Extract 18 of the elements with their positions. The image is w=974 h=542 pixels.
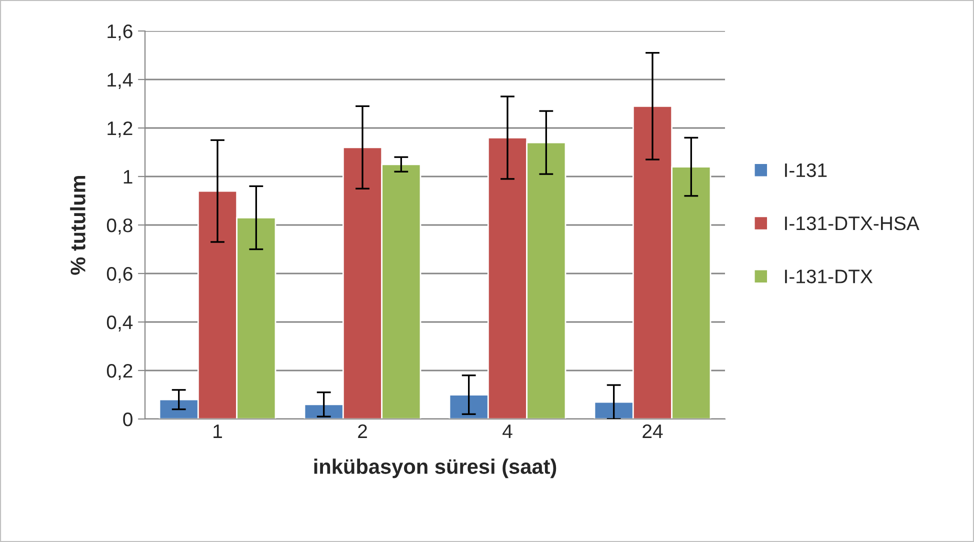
y-tick-label: 1,6 — [108, 24, 132, 41]
y-axis-title: % tutulum — [70, 176, 86, 275]
x-tick-label: 24 — [642, 424, 663, 438]
y-tick-label: 0 — [123, 412, 132, 426]
y-tick-label: 0,6 — [106, 266, 132, 284]
legend-label: I-131-DTX-HSA — [785, 216, 920, 230]
y-tick-label: 0,2 — [106, 364, 132, 380]
y-tick-label: 1,2 — [108, 121, 132, 138]
x-tick-label: 4 — [502, 424, 512, 438]
x-axis-title: inkübasyon süresi (saat) — [314, 458, 556, 478]
y-tick-label: 1,4 — [108, 73, 133, 90]
legend-label: I-131 — [785, 163, 827, 178]
legend-label: I-131-DTX — [785, 270, 873, 284]
x-tick-label: 1 — [214, 424, 222, 438]
y-tick-label: 0,8 — [106, 218, 132, 235]
y-tick-label: 1 — [124, 170, 132, 184]
y-tick-label: 0,4 — [106, 315, 133, 332]
x-tick-label: 2 — [358, 424, 367, 438]
